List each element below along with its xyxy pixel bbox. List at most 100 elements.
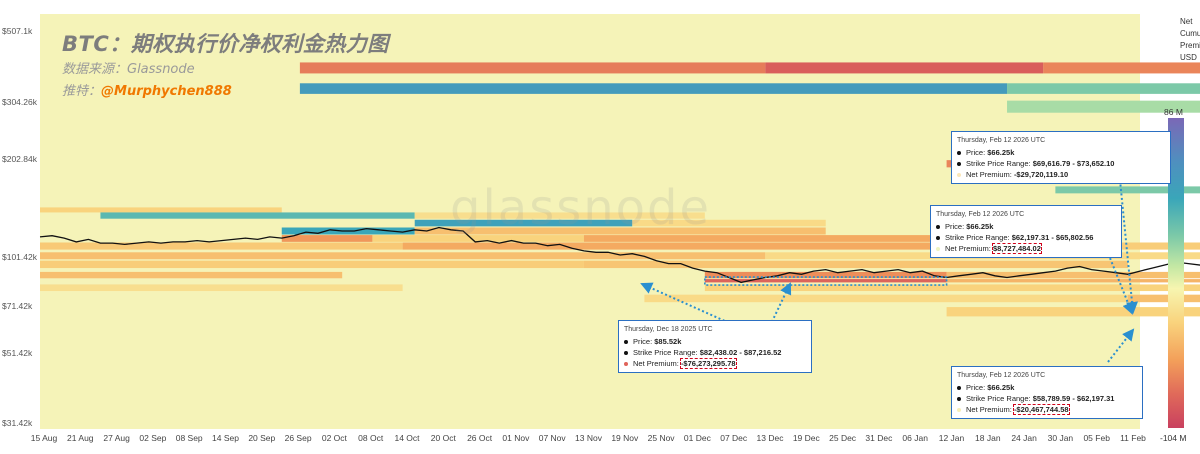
price-line-group (39, 226, 1200, 284)
heat-cell (1127, 294, 1200, 303)
tooltip-range-row: Strike Price Range: $62,197.31 - $65,802… (936, 232, 1116, 243)
tooltip-card: Thursday, Feb 12 2026 UTC Price: $66.25k… (930, 205, 1122, 258)
tooltip-price-row: Price: $85.52k (624, 336, 806, 347)
y-tick-label: $101.42k (2, 252, 37, 262)
watermark-text: glassnode (450, 180, 712, 236)
tooltip-price-value: $66.25k (987, 383, 1015, 392)
bullet-icon (936, 225, 940, 230)
y-tick-label: $202.84k (2, 154, 37, 164)
heat-cell (1007, 83, 1200, 94)
tooltip-date: Thursday, Feb 12 2026 UTC (936, 211, 1025, 218)
chart-title: BTC：期权执行价净权利金热力图 (62, 32, 389, 56)
heat-cell (299, 62, 766, 74)
x-tick-label: 13 Nov (575, 433, 602, 443)
legend-min-label: -104 M (1160, 433, 1187, 443)
heat-cell (946, 307, 1200, 317)
heat-cell (414, 212, 705, 219)
range-highlight-box (704, 276, 948, 286)
bullet-icon (957, 151, 961, 156)
tooltip-range-label: Strike Price Range: (966, 394, 1031, 403)
price-line (39, 226, 1200, 284)
tooltip-date: Thursday, Dec 18 2025 UTC (624, 326, 713, 333)
x-tick-label: 20 Oct (430, 433, 456, 443)
tooltip-range-label: Strike Price Range: (633, 348, 698, 357)
tooltip-price-row: Price: $66.25k (936, 221, 1116, 232)
legend-max-label: 86 M (1164, 107, 1183, 117)
tooltip-premium-value: -$29,720,119.10 (1013, 170, 1069, 179)
heat-cell (414, 227, 826, 235)
x-tick-label: 19 Nov (611, 433, 639, 443)
tooltip-price-label: Price: (966, 148, 986, 157)
y-tick-label: $31.42k (2, 418, 33, 428)
x-tick-label: 26 Oct (467, 433, 493, 443)
legend-title: Net Cumulative Premium USD (1180, 16, 1200, 64)
x-tick-label: 07 Dec (720, 433, 748, 443)
heat-cell (299, 83, 1008, 94)
tooltip-price-value: $66.25k (966, 222, 994, 231)
bullet-icon (936, 247, 940, 252)
heat-cell (372, 235, 584, 242)
tooltip-price-value: $66.25k (987, 148, 1015, 157)
heat-cell (632, 219, 826, 227)
author-handle: @Murphychen888 (101, 84, 232, 99)
x-tick-label: 19 Dec (792, 433, 820, 443)
heat-cell (1055, 186, 1200, 194)
x-tick-label: 07 Nov (538, 433, 566, 443)
tooltip-premium-row: Net Premium: -$29,720,119.10 (957, 169, 1165, 180)
x-tick-label: 12 Jan (938, 433, 965, 443)
heat-cell (704, 284, 1200, 292)
legend-title-line: Premium (1180, 41, 1200, 50)
x-tick-label: 13 Dec (756, 433, 784, 443)
tooltip-range-label: Strike Price Range: (966, 159, 1031, 168)
heat-cell (946, 279, 1200, 283)
legend-title-line: USD (1180, 53, 1197, 62)
x-tick-label: 05 Feb (1083, 433, 1110, 443)
tooltip-price-row: Price: $66.25k (957, 382, 1137, 393)
data-source-label: 数据来源：Glassnode (62, 62, 195, 77)
x-tick-label: 02 Sep (139, 433, 167, 443)
bullet-icon (957, 386, 961, 391)
x-tick-label: 11 Feb (1120, 433, 1146, 443)
author-prefix: 推特： (62, 84, 102, 99)
tooltip-price-row: Price: $66.25k (957, 147, 1165, 158)
x-tick-label: 18 Jan (975, 433, 1001, 443)
bullet-icon (936, 236, 940, 241)
y-tick-label: $51.42k (2, 348, 33, 358)
heat-cell (40, 260, 584, 269)
tooltip-price-label: Price: (966, 383, 986, 392)
tooltip-range-row: Strike Price Range: $82,438.02 - $87,216… (624, 347, 806, 358)
heat-cell (100, 212, 415, 219)
x-tick-label: 20 Sep (248, 433, 276, 443)
author-line: 推特：@Murphychen888 (62, 80, 232, 99)
x-tick-label: 30 Jan (1047, 433, 1074, 443)
tooltip-price-value: $85.52k (654, 337, 682, 346)
tooltip-card: Thursday, Feb 12 2026 UTC Price: $66.25k… (951, 131, 1171, 184)
tooltip-premium-label: Net Premium: (966, 170, 1012, 179)
x-tick-label: 25 Nov (647, 433, 675, 443)
x-tick-label: 06 Jan (902, 433, 928, 443)
tooltip-premium-row: Net Premium: -$76,273,295.78 (624, 358, 806, 369)
x-tick-label: 21 Aug (67, 433, 94, 443)
x-tick-label: 24 Jan (1011, 433, 1037, 443)
tooltip-range-value: $82,438.02 - $87,216.52 (699, 348, 782, 357)
bullet-icon (957, 162, 961, 167)
heat-cell (704, 279, 947, 283)
x-tick-label: 14 Oct (394, 433, 420, 443)
x-tick-label: 15 Aug (30, 433, 58, 443)
x-tick-label: 27 Aug (103, 433, 130, 443)
heat-cell (40, 242, 403, 250)
tooltip-premium-value: -$20,467,744.58 (1012, 404, 1070, 415)
legend-title-line: Cumulative (1180, 29, 1200, 38)
heat-cell (40, 207, 282, 213)
heat-cell (40, 252, 766, 260)
tooltip-premium-row: Net Premium: $8,727,484.02 (936, 243, 1116, 254)
heat-cell (1007, 100, 1200, 113)
x-tick-label: 25 Dec (829, 433, 857, 443)
tooltip-premium-row: Net Premium: -$20,467,744.58 (957, 404, 1137, 415)
bullet-icon (624, 351, 628, 356)
x-tick-label: 08 Sep (175, 433, 203, 443)
heat-cell (414, 219, 633, 227)
tooltip-price-label: Price: (633, 337, 653, 346)
x-tick-label: 01 Dec (683, 433, 711, 443)
